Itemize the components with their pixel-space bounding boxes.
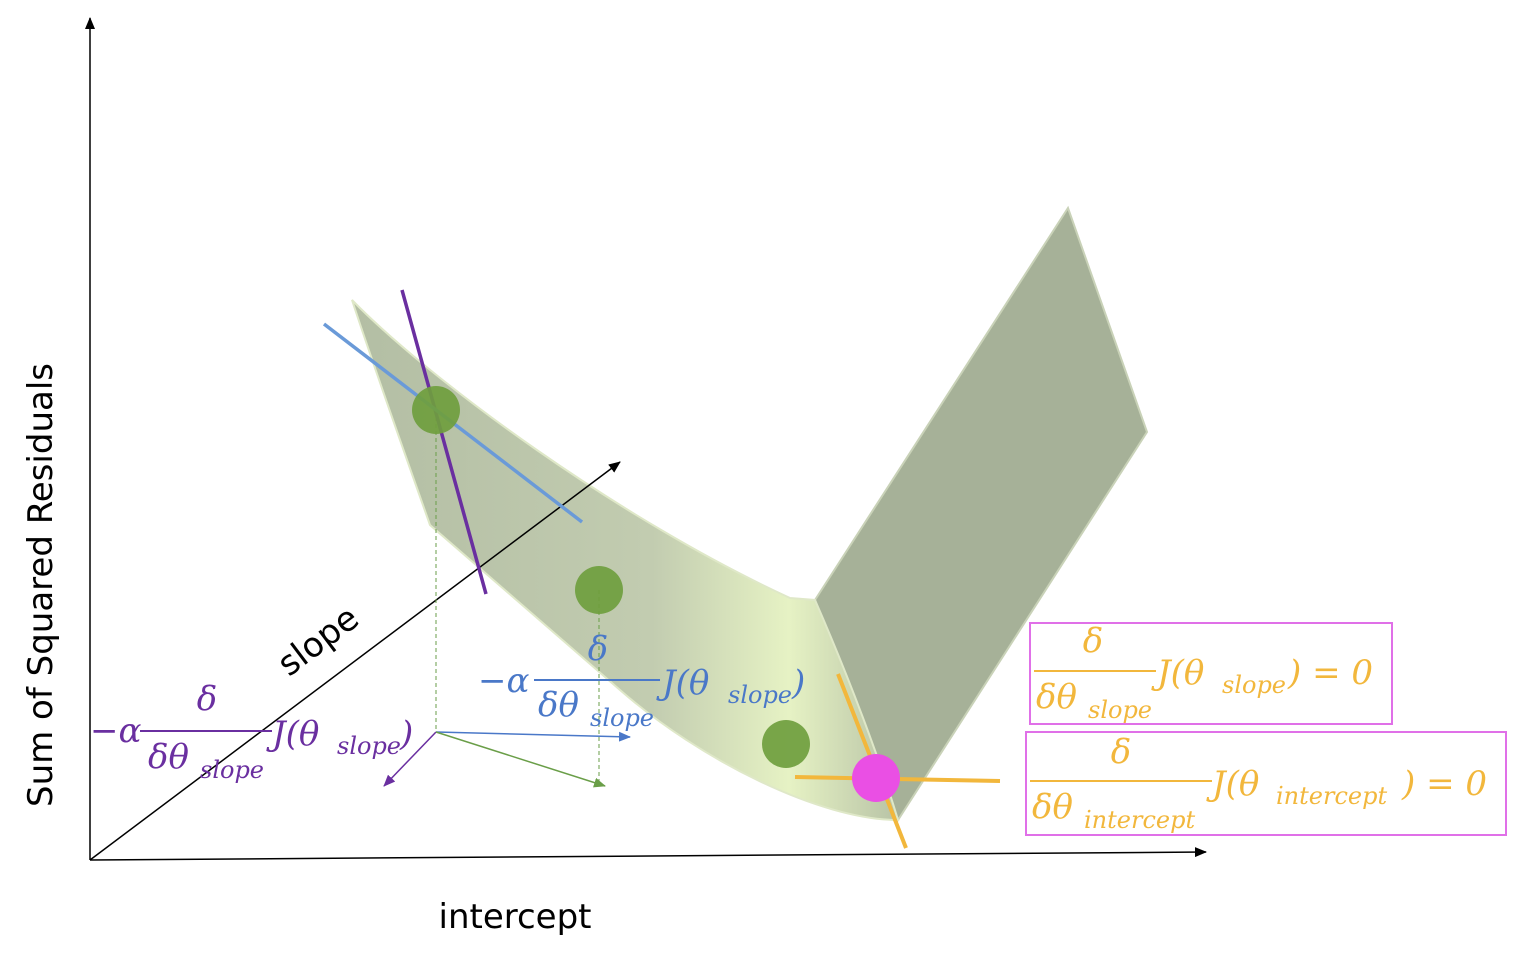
svg-text:δ: δ — [1083, 621, 1103, 661]
svg-text:δθ: δθ — [538, 685, 579, 725]
svg-text:) = 0: ) = 0 — [1401, 764, 1487, 804]
svg-text:−α: −α — [90, 711, 141, 751]
slope-step-arrow — [383, 731, 437, 787]
svg-text:δθ: δθ — [1032, 787, 1073, 827]
svg-text:−α: −α — [478, 661, 529, 701]
svg-text:intercept: intercept — [1084, 806, 1195, 834]
svg-text:J(θ: J(θ — [1206, 764, 1259, 804]
descent-point-1 — [412, 386, 460, 434]
y-axis-label: Sum of Squared Residuals — [21, 363, 61, 807]
svg-text:δ: δ — [1111, 732, 1131, 772]
x-axis-label: intercept — [439, 897, 592, 937]
x-axis — [89, 847, 1207, 861]
svg-text:slope: slope — [337, 732, 401, 760]
svg-text:δ: δ — [588, 629, 608, 669]
svg-text:slope: slope — [728, 681, 792, 709]
svg-text:δθ: δθ — [148, 737, 189, 777]
svg-text:J(θ: J(θ — [266, 714, 319, 754]
intercept-condition-box: δ δθ intercept J(θ intercept ) = 0 — [1025, 731, 1507, 836]
minimum-point — [852, 754, 900, 802]
svg-text:slope: slope — [200, 756, 264, 784]
left-step-formula: −α δ δθ slope J(θ slope ) — [90, 679, 413, 784]
mid-step-formula: −α δ δθ slope J(θ slope ) — [478, 629, 805, 732]
depth-axis — [89, 461, 621, 861]
svg-text:slope: slope — [1088, 696, 1152, 724]
svg-text:δ: δ — [197, 679, 217, 719]
svg-text:): ) — [399, 714, 413, 754]
svg-text:slope: slope — [1222, 671, 1286, 699]
tangent-slope-line — [400, 289, 488, 595]
combined-step-arrow — [435, 731, 606, 788]
slope-condition-box: δ δθ slope J(θ slope ) = 0 — [1029, 621, 1393, 725]
descent-point-3 — [762, 720, 810, 768]
svg-text:J(θ: J(θ — [656, 663, 709, 703]
svg-text:δθ: δθ — [1036, 677, 1077, 717]
svg-text:) = 0: ) = 0 — [1287, 653, 1373, 693]
depth-axis-label: slope — [270, 598, 366, 684]
svg-text:intercept: intercept — [1276, 782, 1387, 810]
descent-point-2 — [575, 566, 623, 614]
loss-surface — [351, 299, 900, 822]
svg-text:J(θ: J(θ — [1151, 653, 1204, 693]
intercept-step-arrow — [435, 731, 631, 742]
svg-text:): ) — [791, 663, 805, 703]
svg-text:slope: slope — [590, 704, 654, 732]
